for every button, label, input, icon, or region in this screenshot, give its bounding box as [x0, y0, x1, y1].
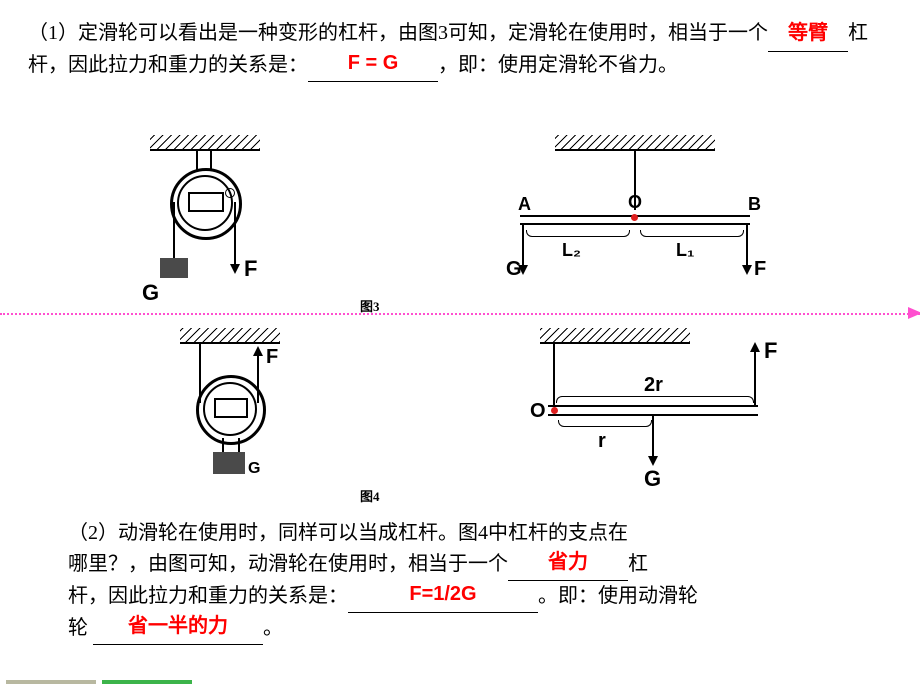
- fig4r-F: F: [764, 338, 777, 364]
- paragraph-2: （2）动滑轮在使用时，同样可以当成杠杆。图4中杠杆的支点在 哪里？，由图可知，动…: [68, 518, 858, 645]
- fig3l-ceiling: [150, 135, 260, 149]
- fig3r-B: B: [748, 194, 761, 215]
- p2-blank1: 省力: [548, 551, 588, 573]
- fig3l-rope-right: [234, 202, 236, 272]
- fig4r-G: G: [644, 466, 661, 492]
- fig4r-lever-top: [548, 405, 758, 407]
- footer-line-1: [6, 680, 96, 684]
- fig4r-ceiling: [540, 328, 690, 342]
- fig3l-axle-dot: [225, 188, 235, 198]
- fig3r-pivot: [631, 214, 638, 221]
- fig3l-hang1: [196, 150, 198, 170]
- fig4-caption: 图4: [360, 486, 380, 505]
- fig4l-ceiling: [180, 328, 280, 342]
- fig4r-ceiling-line: [540, 342, 690, 344]
- p1-t3: ，即：使用定滑轮不省力。: [438, 54, 678, 76]
- divider: [0, 313, 920, 315]
- fig3r-lever-bot: [520, 223, 750, 225]
- fig4l-ceiling-line: [180, 342, 280, 344]
- paragraph-1: （1）定滑轮可以看出是一种变形的杠杆，由图3可知，定滑轮在使用时，相当于一个等臂…: [28, 18, 898, 82]
- fig3r-G-arrow: [522, 225, 524, 273]
- fig3l-axle-bar: [188, 192, 224, 212]
- fig4r-F-arrow: [754, 344, 756, 406]
- fig4r-2r: 2r: [644, 374, 663, 397]
- fig4r-r: r: [598, 430, 606, 453]
- p1-blank1: 等臂: [788, 22, 828, 44]
- fig3l-rope-left: [173, 202, 175, 260]
- fig4r-brace-r: [558, 420, 652, 427]
- fig3r-brace-L1: [640, 230, 744, 237]
- p2-t2: 哪里？，由图可知，动滑轮在使用时，相当于一个: [68, 553, 508, 575]
- fig3l-G: G: [142, 280, 159, 306]
- fig4l-G: G: [248, 460, 260, 478]
- p2-blank3: 省一半的力: [128, 615, 228, 637]
- fig3l-ceiling-line: [150, 149, 260, 151]
- p2-t5: 。: [263, 617, 283, 639]
- fig3r-F: F: [754, 258, 766, 281]
- fig3r-O: O: [628, 192, 642, 213]
- fig3l-hang2: [210, 150, 212, 170]
- fig4l-F: F: [266, 346, 278, 369]
- fig4r-G-arrow: [652, 416, 654, 464]
- footer-line-2: [102, 680, 192, 684]
- fig4r-pivot: [551, 407, 558, 414]
- fig4l-hook: [222, 438, 240, 452]
- fig4l-weight: [213, 452, 245, 474]
- divider-arrow: [908, 307, 920, 319]
- fig3r-L2: L₂: [562, 240, 581, 261]
- fig3r-brace-L2: [526, 230, 630, 237]
- p1-t1: （1）定滑轮可以看出是一种变形的杠杆，由图3可知，定滑轮在使用时，相当于一个: [28, 22, 768, 44]
- fig4r-hang: [553, 343, 555, 405]
- p2-t3b: 杆，因此拉力和重力的关系是：: [68, 585, 348, 607]
- fig4l-axle-bar: [214, 398, 248, 418]
- fig3r-L1: L₁: [676, 240, 694, 261]
- fig4r-brace-2r: [556, 396, 754, 403]
- p2-t1: （2）动滑轮在使用时，同样可以当成杠杆。图4中杠杆的支点在: [68, 522, 628, 544]
- fig3l-F: F: [244, 256, 257, 282]
- fig4r-O: O: [530, 400, 546, 423]
- fig3r-A: A: [518, 194, 531, 215]
- fig3r-F-arrow: [746, 225, 748, 273]
- fig3r-ceiling: [555, 135, 715, 149]
- fig3l-weight: [160, 258, 188, 278]
- p2-t4: 。即：使用动滑轮: [538, 585, 698, 607]
- fig3r-G: G: [506, 258, 522, 281]
- p2-blank2: F=1/2G: [409, 583, 476, 605]
- p1-blank2: F = G: [348, 52, 399, 74]
- p2-t4b: 轮: [68, 617, 93, 639]
- p2-t3a: 杠: [628, 553, 648, 575]
